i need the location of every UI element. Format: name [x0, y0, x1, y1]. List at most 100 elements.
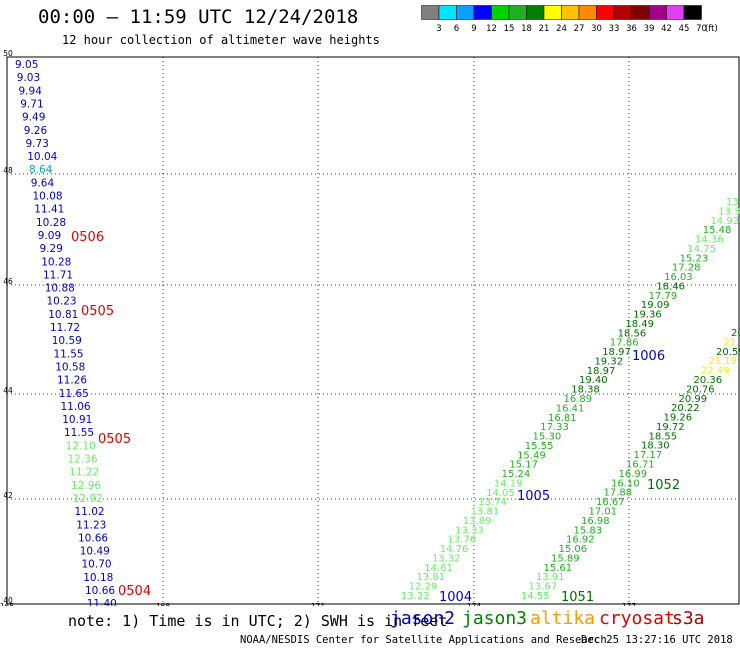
track-value: 19.26 [664, 413, 693, 424]
lon-tick-label: 177 [622, 602, 637, 606]
track-value: 11.71 [43, 269, 73, 281]
time-label: 1006 [632, 349, 665, 364]
legend-label: 6 [454, 24, 459, 34]
track-value: 15.89 [551, 553, 580, 564]
track-value: 11.65 [59, 388, 89, 400]
track-value: 10.91 [62, 414, 92, 426]
track-value: 20 [731, 328, 740, 339]
track-value: 10.04 [27, 151, 57, 163]
track-value: 13.81 [471, 507, 500, 518]
track-value: 19.09 [641, 300, 670, 311]
track-value: 11.72 [50, 322, 80, 334]
track-value: 12.10 [66, 440, 96, 452]
track-value: 20.59 [716, 347, 740, 358]
track-value: 9.09 [38, 230, 61, 242]
track-value: 8.64 [29, 164, 53, 176]
track-value: 12.29 [409, 582, 438, 593]
track-value: 17.79 [649, 291, 678, 302]
track-value: 14.75 [687, 244, 716, 255]
legend-label: 18 [521, 24, 532, 34]
time-label: 0505 [81, 304, 114, 319]
legend-label: 30 [591, 24, 602, 34]
track-value: 10.18 [83, 572, 113, 584]
track-value: 9.71 [20, 98, 43, 110]
lon-tick-label: 174 [467, 602, 482, 606]
track-value: 10.58 [55, 361, 85, 373]
track-value: 16.99 [619, 469, 648, 480]
legend-swatch [683, 5, 702, 20]
track-value: 11.02 [75, 506, 105, 518]
track-value: 19.72 [656, 422, 685, 433]
track-value: 21.19 [709, 356, 738, 367]
track-value: 10.49 [80, 546, 110, 558]
track-value: 15.06 [559, 544, 588, 555]
satellite-s3a: s3a [672, 608, 705, 629]
legend-label: 36 [626, 24, 637, 34]
track-value: 20.22 [671, 403, 700, 414]
legend-label: 3 [436, 24, 441, 34]
track-value: 13.32 [432, 553, 461, 564]
satellite-jason2: jason2 [390, 608, 456, 629]
track-value: 13.67 [529, 582, 558, 593]
track-value: 22.49 [701, 366, 730, 377]
track-value: 13.91 [536, 572, 565, 583]
track-value: 13.3 [718, 206, 740, 217]
track-value: 21. [724, 337, 740, 348]
track-value: 13.76 [447, 535, 476, 546]
lat-tick-label: 44 [3, 386, 13, 395]
track-value: 15.48 [703, 225, 732, 236]
track-value: 9.05 [15, 59, 38, 71]
track-value: 10.66 [78, 532, 108, 544]
track-value: 19.36 [633, 310, 662, 321]
time-label: 0504 [118, 584, 151, 599]
track-value: 14.55 [521, 591, 550, 602]
track-value: 9.94 [19, 85, 43, 97]
track-value: 15.24 [502, 469, 531, 480]
track-value: 15.61 [544, 563, 573, 574]
lat-tick-label: 50 [3, 49, 13, 58]
track-value: 14.76 [440, 544, 469, 555]
track-value: 10.28 [36, 217, 66, 229]
track-value: 20.36 [694, 375, 723, 386]
track-value: 16.67 [596, 497, 625, 508]
legend-label: 12 [486, 24, 497, 34]
track-value: 9.49 [22, 112, 45, 124]
lon-tick-label: 168 [156, 602, 171, 606]
track-value: 15.55 [525, 441, 554, 452]
legend-label: 70 [696, 24, 707, 34]
track-value: 9.03 [17, 72, 40, 84]
track-value: 18.55 [649, 431, 678, 442]
track-value: 12.96 [71, 480, 101, 492]
track-value: 18.49 [625, 319, 654, 330]
time-label: 0505 [98, 432, 131, 447]
credit-line: NOAA/NESDIS Center for Satellite Applica… [240, 634, 607, 646]
track-value: 16.98 [581, 516, 610, 527]
track-value: 14.19 [494, 478, 523, 489]
track-value: 18.30 [641, 441, 670, 452]
legend-label: 21 [539, 24, 550, 34]
track-value: 10.81 [48, 309, 78, 321]
track-value: 15.49 [517, 450, 546, 461]
track-value: 13.74 [478, 497, 507, 508]
track-value: 9.64 [31, 177, 55, 189]
time-label: 1004 [439, 590, 472, 605]
legend-label: 33 [609, 24, 620, 34]
page-subtitle: 12 hour collection of altimeter wave hei… [62, 33, 380, 47]
track-value: 18.56 [618, 328, 647, 339]
track-value: 16.03 [664, 272, 693, 283]
satellite-jason3: jason3 [462, 608, 528, 629]
track-value: 9.29 [40, 243, 63, 255]
track-value: 18.97 [587, 366, 616, 377]
map-frame [6, 56, 740, 605]
track-value: 16.10 [611, 478, 640, 489]
track-value: 18.46 [656, 281, 685, 292]
satellite-altika: altika [530, 608, 596, 629]
track-value: 13. [726, 197, 740, 208]
track-value: 12.36 [68, 454, 98, 466]
time-label: 0506 [71, 230, 104, 245]
note-text: note: 1) Time is in UTC; 2) SWH is in fe… [68, 612, 448, 630]
track-value: 11.23 [76, 519, 106, 531]
track-value: 16.41 [556, 403, 585, 414]
track-value: 18.38 [571, 385, 600, 396]
track-value: 10.28 [41, 256, 71, 268]
